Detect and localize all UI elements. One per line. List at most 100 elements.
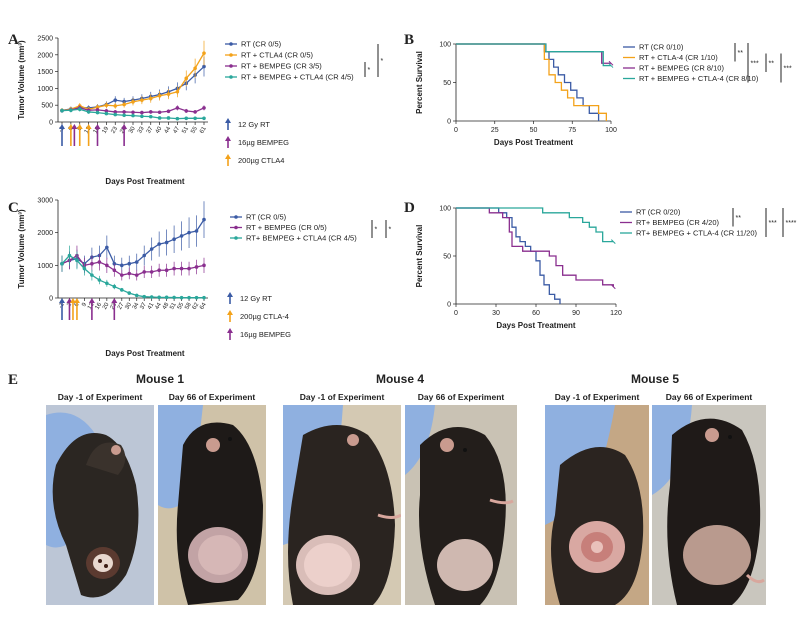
chart-d: 0 50 100 0 30 60 90 120 Percent Survival Days Pos… <box>415 206 797 331</box>
treatment-arrow-head-c <box>73 298 80 303</box>
x-tick-label-c: 37 <box>139 301 148 310</box>
arrow-legend-head-c <box>227 292 233 297</box>
x-tick-label-c: 58 <box>184 301 193 310</box>
y-tick-label-b: 100 <box>439 42 451 49</box>
series-b-rt-bempeg-ctla-4-cr-8-10-censor <box>608 63 614 68</box>
panel-label-c: C <box>8 200 19 216</box>
series-c-rt-bempeg-cr-0-5-point <box>187 266 191 271</box>
x-tick-label-a: 47 <box>173 125 182 134</box>
mouse-5-day-66-image <box>652 405 766 605</box>
panel-label-d: D <box>404 200 415 216</box>
series-c-rt-bempeg-cr-0-5-point <box>164 268 169 273</box>
y-tick-label-a: 0 <box>49 120 53 127</box>
legend-label-b-rt-bempeg-cr-8-10: RT + BEMPEG (CR 8/10) <box>639 64 724 73</box>
legend-label-c-rt-cr-0-5: RT (CR 0/5) <box>246 213 287 222</box>
x-tick-label-a: 55 <box>190 125 199 134</box>
series-c-rt-cr-0-5-point <box>127 261 132 266</box>
y-axis-title-a: Tumor Volume (mm³) <box>17 40 26 120</box>
series-c-rt-cr-0-5-point <box>187 230 191 235</box>
x-tick-label-c: 62 <box>192 301 201 310</box>
x-tick-label-c: 48 <box>162 301 171 310</box>
mouse-1-day-minus1-photo <box>46 405 154 605</box>
series-a-rt-bempeg-ctla4-cr-4-5-point <box>60 108 64 113</box>
series-a-rt-bempeg-ctla4-cr-4-5-point <box>77 107 82 112</box>
mouse-4-day-66-photo <box>405 405 517 605</box>
x-tick-label-b: 0 <box>454 127 458 134</box>
series-a-rt-bempeg-cr-3-5-point <box>166 109 171 114</box>
series-a-rt-bempeg-ctla4-cr-4-5-point <box>157 116 162 120</box>
series-a-rt-bempeg-cr-3-5-point <box>140 110 144 115</box>
y-axis-title-c: Tumor Volume (mm³) <box>17 209 26 289</box>
x-tick-label-c: 41 <box>147 301 156 310</box>
chart-c: 0100020003000-12691316202327303437414448… <box>17 198 392 359</box>
y-tick-label-a: 2500 <box>37 36 53 43</box>
x-tick-label-c: 34 <box>132 301 141 310</box>
y-tick-label-b: 50 <box>443 80 451 87</box>
series-c-rt-bempeg-ctla4-cr-4-5-point <box>149 295 154 299</box>
series-c-rt-bempeg-cr-0-5-point <box>90 261 94 266</box>
x-tick-label-b: 50 <box>530 127 538 134</box>
legend-label-a-rt-ctla4-cr-0-5: RT + CTLA4 (CR 0/5) <box>241 51 314 60</box>
y-tick-label-c: 2000 <box>37 230 53 237</box>
series-a-rt-ctla4-cr-0-5-point <box>175 89 180 94</box>
chart-a: 05001000150020002500-1691316192326303337… <box>17 36 384 187</box>
panel-label-e: E <box>8 372 19 388</box>
arrow-legend-label-a-200-g-ctla4: 200µg CTLA4 <box>238 156 284 165</box>
mouse-1-day-66-image <box>158 405 266 605</box>
series-b-rt-bempeg-cr-8-10-censor <box>608 60 614 66</box>
legend-marker-a <box>229 42 233 46</box>
y-tick-label-b: 0 <box>447 119 451 126</box>
arrow-legend-head-c <box>227 328 233 333</box>
series-a-rt-bempeg-ctla4-cr-4-5-point <box>131 113 135 118</box>
legend-label-c-rt-bempeg-cr-0-5: RT + BEMPEG (CR 0/5) <box>246 223 327 232</box>
mouse-5-day-minus1-label: Day -1 of Experiment <box>554 392 640 402</box>
series-a-rt-bempeg-cr-3-5-point <box>131 110 135 115</box>
significance-label-b: ** <box>769 60 775 67</box>
series-a-rt-bempeg-ctla4-cr-4-5-point <box>69 108 73 113</box>
y-tick-label-d: 0 <box>447 302 451 309</box>
panel-label-a: A <box>8 32 19 48</box>
series-c-rt-bempeg-ctla4-cr-4-5-point <box>105 281 109 286</box>
mouse-5-day-66-label: Day 66 of Experiment <box>665 392 753 402</box>
series-a-rt-bempeg-ctla4-cr-4-5-point <box>86 110 91 114</box>
arrow-legend-head-a <box>225 118 231 123</box>
series-c-rt-bempeg-ctla4-cr-4-5-point <box>202 295 206 300</box>
series-d-rt-cr-0-20-curve <box>456 207 561 304</box>
series-c-rt-cr-0-5-point <box>194 229 199 233</box>
mouse-4-title: Mouse 4 <box>375 372 424 386</box>
significance-label-a: * <box>368 67 371 74</box>
mouse-4-day-66-image <box>405 405 517 605</box>
mouse-4-day-minus1-label: Day -1 of Experiment <box>299 392 385 402</box>
legend-marker-c <box>234 225 238 230</box>
series-c-rt-bempeg-cr-0-5-point <box>127 271 132 276</box>
series-c-rt-cr-0-5-point <box>142 253 147 258</box>
arrow-legend-head-c <box>227 310 233 315</box>
series-c-rt-bempeg-cr-0-5-point <box>112 268 117 273</box>
series-c-rt-bempeg-ctla4-cr-4-5-line <box>61 254 204 299</box>
x-tick-label-a: 44 <box>164 125 173 134</box>
series-a-rt-bempeg-cr-3-5-point <box>148 110 153 114</box>
treatment-arrow-head-a <box>76 124 83 129</box>
significance-label-c: * <box>375 227 378 234</box>
series-a-rt-ctla4-cr-0-5-point <box>131 100 135 104</box>
series-a-rt-bempeg-ctla4-cr-4-5-point <box>166 116 171 120</box>
legend-marker-a <box>229 64 233 68</box>
x-tick-label-c: 9 <box>81 301 88 307</box>
x-tick-label-a: 61 <box>199 125 208 134</box>
series-d-rt-bempeg-cr-4-20-curve <box>456 207 614 287</box>
series-c-rt-cr-0-5-point <box>134 260 139 264</box>
significance-label-d: ** <box>736 215 742 222</box>
x-tick-label-b: 100 <box>605 127 617 134</box>
x-tick-label-a: 37 <box>146 125 155 134</box>
series-a-rt-bempeg-ctla4-cr-4-5-point <box>113 112 118 117</box>
series-a-rt-ctla4-cr-0-5-point <box>166 92 171 96</box>
arrow-legend-label-c-16-g-bempeg: 16µg BEMPEG <box>240 330 291 339</box>
y-tick-label-c: 1000 <box>37 263 53 270</box>
series-b-rt-bempeg-ctla-4-cr-8-10-curve <box>456 43 611 67</box>
series-a-rt-ctla4-cr-0-5-point <box>104 103 109 107</box>
legend-label-a-rt-bempeg-cr-3-5: RT + BEMPEG (CR 3/5) <box>241 62 322 71</box>
series-a-rt-ctla4-cr-0-5-point <box>148 96 153 101</box>
series-c-rt-bempeg-ctla4-cr-4-5-point <box>187 295 191 300</box>
series-c-rt-bempeg-cr-0-5-point <box>97 260 102 264</box>
legend-label-b-rt-cr-0-10: RT (CR 0/10) <box>639 43 684 52</box>
